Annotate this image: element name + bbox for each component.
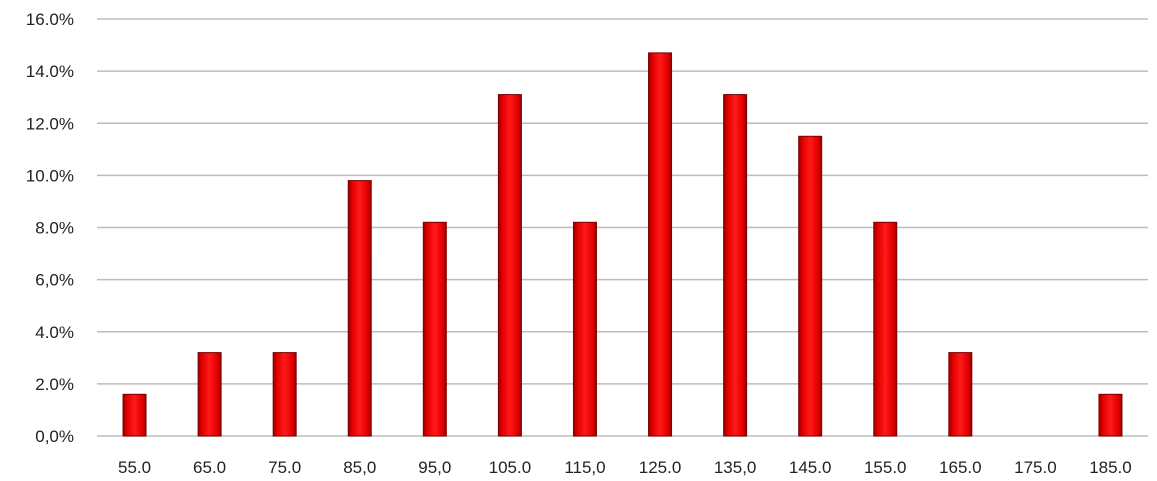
x-tick-label: 145.0 [789, 458, 832, 477]
bar [798, 135, 823, 437]
x-tick-label: 75.0 [268, 458, 301, 477]
bar [497, 94, 522, 437]
y-tick-label: 8.0% [35, 219, 74, 238]
y-tick-label: 2.0% [35, 375, 74, 394]
bar [1098, 393, 1123, 437]
x-tick-label: 135,0 [714, 458, 757, 477]
x-tick-label: 105.0 [489, 458, 532, 477]
x-tick-label: 65.0 [193, 458, 226, 477]
x-tick-label: 55.0 [118, 458, 151, 477]
bar [347, 180, 372, 437]
x-tick-label: 165.0 [939, 458, 982, 477]
gridlines [97, 18, 1148, 437]
bar [572, 221, 597, 437]
bar [272, 352, 297, 437]
x-tick-label: 155.0 [864, 458, 907, 477]
bars [122, 52, 1123, 437]
x-tick-label: 125.0 [639, 458, 682, 477]
bar [422, 221, 447, 437]
bar [723, 94, 748, 437]
bar [873, 221, 898, 437]
y-tick-label: 14.0% [26, 62, 74, 81]
bar [648, 52, 673, 437]
y-tick-label: 0,0% [35, 427, 74, 446]
bar [197, 352, 222, 437]
x-tick-label: 95,0 [418, 458, 451, 477]
x-tick-label: 185.0 [1089, 458, 1132, 477]
y-axis-tick-labels: 0,0% 2.0% 4.0% 6,0% 8.0% 10.0% 12.0% 14.0% 16.0% [26, 10, 74, 446]
x-tick-label: 115,0 [564, 458, 605, 477]
y-tick-label: 4.0% [35, 323, 74, 342]
y-tick-label: 10.0% [26, 166, 74, 185]
x-axis-tick-labels: 55.0 65.0 75.0 85,0 95,0 105.0 115,0 125.0 135,0… [118, 458, 1132, 477]
bar [122, 393, 147, 437]
y-tick-label: 16.0% [26, 10, 74, 29]
bar [948, 352, 973, 437]
y-tick-label: 6,0% [35, 271, 74, 290]
x-tick-label: 85,0 [343, 458, 376, 477]
y-tick-label: 12.0% [26, 114, 74, 133]
x-tick-label: 175.0 [1014, 458, 1057, 477]
